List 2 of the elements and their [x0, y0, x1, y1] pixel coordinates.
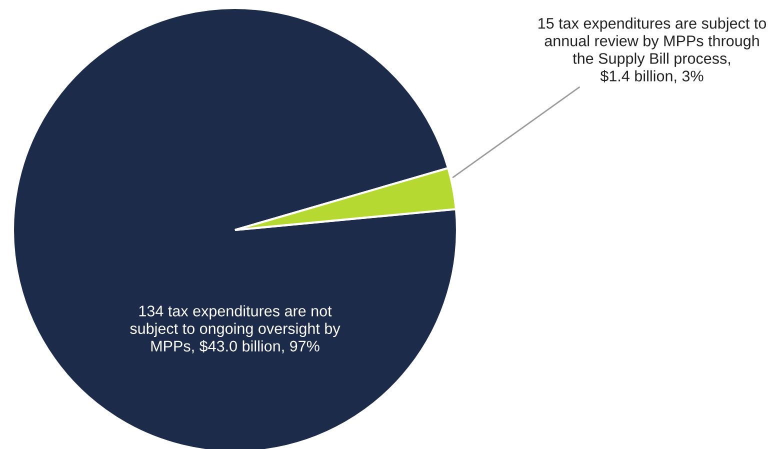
- slice-label: 15 tax expenditures are subject to annual review by MPPs through the Supply Bill process, $1.4 billion, 3%: [538, 18, 766, 84]
- slice-label: 134 tax expenditures are not subject to ongoing oversight by MPPs, $43.0 billion, 97%: [130, 305, 340, 354]
